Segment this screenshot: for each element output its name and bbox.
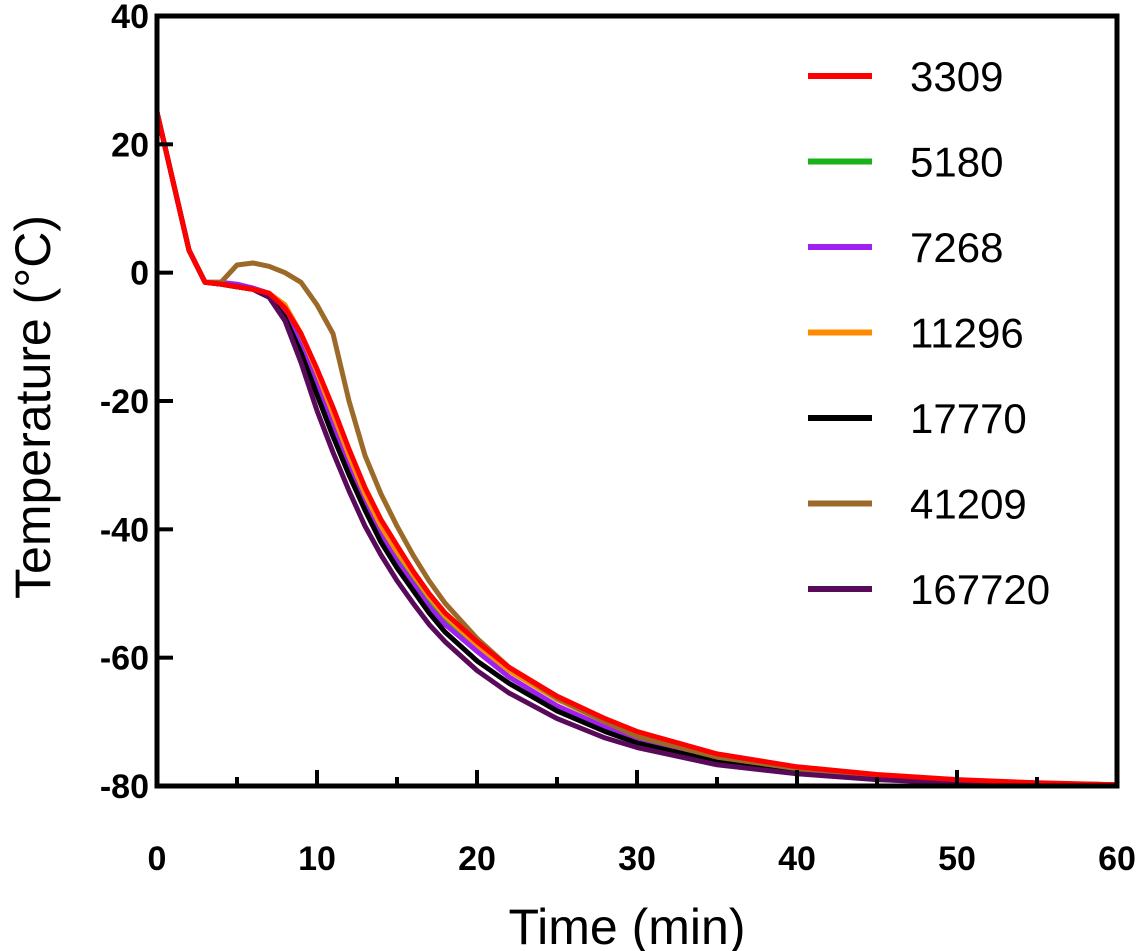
y-tick-label: 0 — [130, 255, 149, 293]
x-tick-label: 60 — [1098, 840, 1136, 878]
x-tick-label: 50 — [938, 840, 976, 878]
series-line-5180 — [154, 109, 1120, 788]
legend-label-7268: 7268 — [910, 224, 1003, 271]
series-layer — [154, 109, 1120, 788]
x-tick-label: 40 — [778, 840, 816, 878]
x-tick-label: 10 — [298, 840, 336, 878]
y-tick-label: 20 — [111, 126, 149, 164]
y-tick-label: -80 — [100, 768, 149, 806]
legend-label-11296: 11296 — [910, 310, 1024, 357]
series-line-3309 — [154, 109, 1120, 788]
x-tick-label: 30 — [618, 840, 656, 878]
legend-label-41209: 41209 — [910, 481, 1027, 528]
y-axis-title: Temperature (°C) — [5, 215, 61, 599]
x-tick-label: 0 — [148, 840, 167, 878]
y-tick-label: -20 — [100, 383, 149, 421]
series-line-41209 — [154, 109, 1120, 788]
legend-label-17770: 17770 — [910, 395, 1027, 442]
legend-label-167720: 167720 — [910, 566, 1050, 613]
y-tick-label: -60 — [100, 640, 149, 678]
x-tick-label: 20 — [458, 840, 496, 878]
legend: 3309 5180 7268 11296 17770 41209 167720 — [808, 53, 1050, 613]
y-tick-label: 40 — [111, 0, 149, 36]
series-line-167720 — [154, 109, 1120, 788]
ticks-layer: 0 10 20 30 40 50 60 40 20 0 -20 -40 -60 -80 — [100, 0, 1136, 878]
series-line-7268 — [154, 109, 1120, 788]
series-line-17770 — [154, 109, 1120, 788]
legend-label-3309: 3309 — [910, 53, 1003, 100]
series-line-11296 — [154, 109, 1120, 788]
y-tick-label: -40 — [100, 511, 149, 549]
legend-label-5180: 5180 — [910, 139, 1003, 186]
x-axis-title: Time (min) — [508, 899, 745, 951]
